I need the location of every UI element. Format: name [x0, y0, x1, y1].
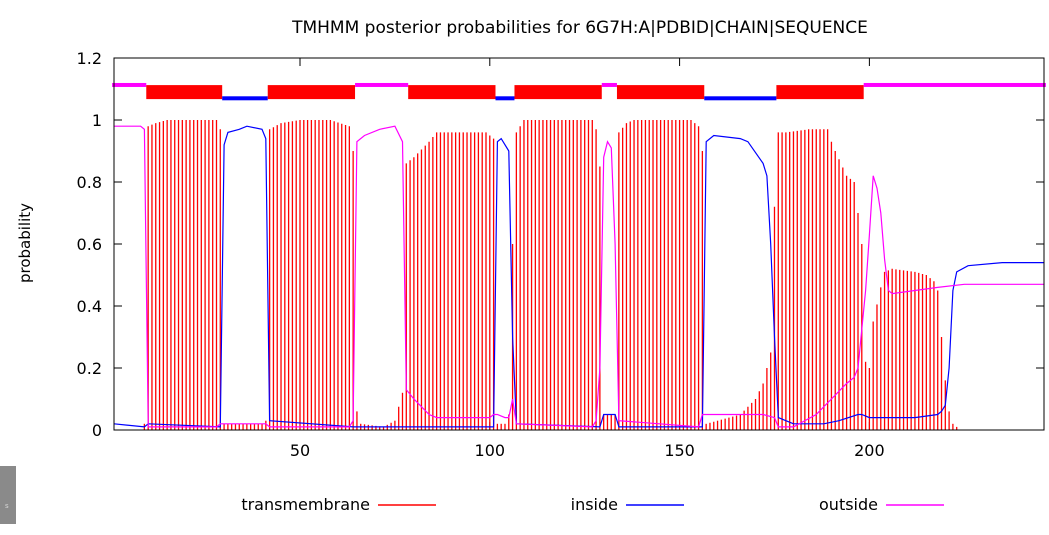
- topology-segment-inside: [704, 96, 777, 101]
- x-tick-labels: 50 100 150 200: [290, 441, 885, 460]
- legend-label-inside: inside: [571, 495, 618, 514]
- x-tick-label: 200: [854, 441, 885, 460]
- outside-line: [114, 125, 1044, 428]
- topology-bars: [112, 82, 1046, 101]
- y-tick-label: 1.2: [77, 49, 102, 68]
- legend-label-transmembrane: transmembrane: [241, 495, 370, 514]
- side-panel-tab-mark: s: [5, 502, 9, 510]
- y-axis-label: probability: [16, 203, 34, 283]
- y-tick-label: 0.2: [77, 359, 102, 378]
- y-tick-label: 0: [92, 421, 102, 440]
- probability-lines: [113, 125, 1044, 428]
- x-tick-label: 50: [290, 441, 310, 460]
- topology-segment-inside: [222, 96, 268, 101]
- topology-segment-transmembrane: [616, 85, 705, 100]
- y-tick-labels: 0 0.2 0.4 0.6 0.8 1 1.2: [77, 49, 102, 440]
- topology-segment-transmembrane: [514, 85, 602, 100]
- axis-ticks: [114, 57, 1044, 431]
- plot-frame: [113, 57, 1045, 431]
- topology-segment-outside: [601, 82, 617, 87]
- y-tick-label: 0.4: [77, 297, 102, 316]
- x-tick-label: 150: [664, 441, 695, 460]
- topology-segment-inside: [495, 96, 515, 101]
- topology-segment-outside: [355, 82, 409, 87]
- y-tick-label: 1: [92, 111, 102, 130]
- inside-line: [113, 125, 1044, 428]
- side-panel-tab[interactable]: s: [0, 466, 16, 524]
- y-tick-label: 0.8: [77, 173, 102, 192]
- chart-title: TMHMM posterior probabilities for 6G7H:A…: [291, 18, 868, 38]
- topology-segment-outside: [863, 82, 1046, 87]
- legend: transmembrane inside outside: [241, 495, 944, 514]
- legend-label-outside: outside: [819, 495, 878, 514]
- topology-segment-outside: [112, 82, 147, 87]
- topology-segment-transmembrane: [146, 85, 223, 100]
- topology-segment-transmembrane: [776, 85, 864, 100]
- y-tick-label: 0.6: [77, 235, 102, 254]
- x-tick-label: 100: [475, 441, 506, 460]
- topology-segment-transmembrane: [408, 85, 496, 100]
- topology-segment-transmembrane: [267, 85, 356, 100]
